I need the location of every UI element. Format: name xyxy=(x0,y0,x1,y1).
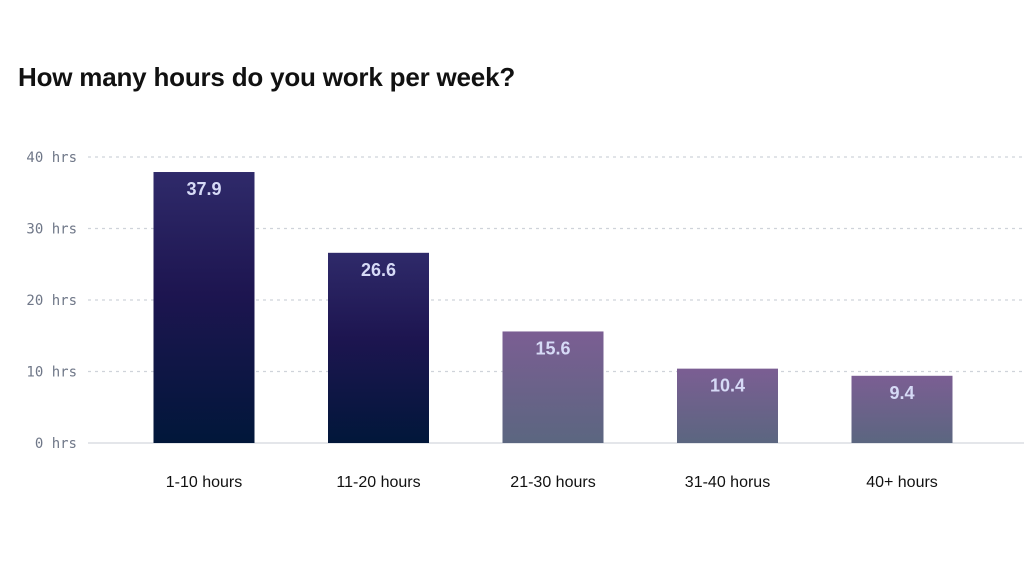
x-category-label: 1-10 hours xyxy=(166,474,243,491)
bar-value-label: 10.4 xyxy=(710,376,745,396)
x-category-label: 21-30 hours xyxy=(510,474,595,491)
bar xyxy=(851,375,953,443)
bar xyxy=(677,368,778,443)
y-tick-label: 40 hrs xyxy=(26,150,77,166)
y-tick-label: 20 hrs xyxy=(26,293,77,309)
bar xyxy=(328,252,429,443)
y-tick-label: 30 hrs xyxy=(26,222,77,238)
y-tick-label: 10 hrs xyxy=(26,365,77,381)
x-category-label: 11-20 hours xyxy=(336,474,420,491)
bars xyxy=(153,172,953,443)
bar-value-label: 37.9 xyxy=(186,179,221,199)
y-tick-label: 0 hrs xyxy=(35,436,77,452)
labels: 0 hrs 10 hrs 20 hrs 30 hrs 40 hrs 37.9 1-10 ho… xyxy=(26,150,937,491)
bar-value-label: 26.6 xyxy=(361,260,396,280)
bar-value-label: 15.6 xyxy=(535,338,570,358)
bar-value-label: 9.4 xyxy=(889,383,914,403)
x-category-label: 40+ hours xyxy=(866,474,938,491)
x-category-label: 31-40 horus xyxy=(685,474,770,491)
chart-title: How many hours do you work per week? xyxy=(18,62,516,92)
bar xyxy=(502,331,604,443)
bar xyxy=(153,172,255,443)
